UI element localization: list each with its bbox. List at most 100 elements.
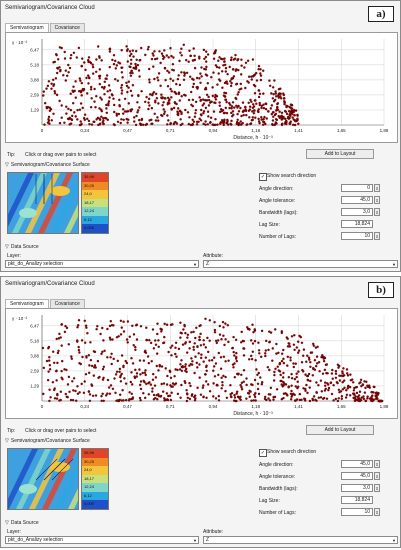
scatter-point (129, 380, 133, 384)
scatter-point (224, 375, 227, 379)
number-of-lags-input[interactable]: 10 (341, 232, 373, 240)
angle-tolerance-spinner[interactable]: ⇕ (374, 472, 380, 480)
y-tick-label: 1,29 (30, 107, 39, 112)
scatter-point (194, 108, 198, 112)
scatter-point (262, 117, 265, 121)
attribute-select[interactable]: Z ▼ (203, 260, 398, 268)
tab-semivariogram[interactable]: Semivariogram (5, 23, 49, 32)
y-axis-label: γ · 10⁻² (12, 316, 28, 321)
scatter-point (85, 117, 89, 121)
semivariogram-surface-map[interactable] (7, 172, 79, 234)
lag-size-input[interactable]: 18,824 (341, 220, 373, 228)
bandwidth-input[interactable]: 3,0 (341, 484, 373, 492)
scatter-point (201, 386, 205, 389)
scatter-point (89, 85, 93, 89)
scatter-chart[interactable]: 0 0,24 0,47 0,71 0,94 1,18 1,41 1,65 1,88 1,29 2,5… (6, 309, 399, 420)
scatter-point (267, 393, 271, 396)
scatter-point (141, 371, 144, 375)
scatter-point (366, 397, 369, 400)
scatter-point (192, 345, 195, 349)
angle-tolerance-input[interactable]: 45,0 (341, 196, 373, 204)
tab-covariance[interactable]: Covariance (49, 299, 85, 308)
scatter-point (264, 349, 267, 352)
add-to-layout-button[interactable]: Add to Layout (306, 149, 374, 159)
tab-covariance[interactable]: Covariance (49, 23, 85, 32)
tip-label: Tip: (7, 152, 16, 158)
data-source-section-header[interactable]: ▽ Data Source (5, 244, 39, 250)
scatter-point (148, 339, 151, 342)
scatter-point (87, 56, 91, 59)
scatter-chart[interactable]: 0 0,24 0,47 0,71 0,94 1,18 1,41 1,65 1,88 1,29 2,5… (6, 33, 399, 144)
scatter-point (64, 324, 67, 328)
scatter-point (223, 95, 227, 98)
surface-section-header[interactable]: ▽ Semivariogram/Covariance Surface (5, 438, 90, 444)
scatter-point (225, 100, 228, 104)
scatter-point (48, 364, 52, 367)
scatter-point (253, 92, 257, 95)
scatter-point (229, 395, 233, 398)
tab-semivariogram[interactable]: Semivariogram (5, 299, 49, 308)
scatter-point (245, 113, 248, 117)
semivariogram-cloud-plot[interactable]: 0 0,24 0,47 0,71 0,94 1,18 1,41 1,65 1,88 1,29 2,5… (5, 308, 398, 419)
scatter-point (255, 79, 259, 82)
angle-direction-spinner[interactable]: ⇕ (374, 460, 380, 468)
semivariogram-surface-map[interactable] (7, 448, 79, 510)
lag-size-input[interactable]: 18,824 (341, 496, 373, 504)
scatter-point (145, 338, 148, 342)
scatter-point (204, 123, 207, 126)
number-of-lags-spinner[interactable]: ⇕ (374, 232, 380, 240)
scatter-point (300, 341, 304, 345)
scatter-point (50, 119, 54, 122)
layer-select[interactable]: pkt_do_Analizy selection ▼ (5, 260, 199, 268)
scatter-point (160, 382, 163, 386)
scatter-point (233, 362, 236, 365)
scatter-point (154, 101, 157, 104)
panel-label: a) (368, 6, 394, 22)
layer-select[interactable]: pkt_do_Analizy selection ▼ (5, 536, 199, 544)
angle-direction-spinner[interactable]: ⇕ (374, 184, 380, 192)
scatter-point (105, 107, 108, 110)
scatter-point (55, 397, 59, 400)
surface-section-header[interactable]: ▽ Semivariogram/Covariance Surface (5, 162, 90, 168)
scatter-point (297, 340, 300, 343)
angle-direction-input[interactable]: 45,0 (341, 460, 373, 468)
bandwidth-spinner[interactable]: ⇕ (374, 208, 380, 216)
data-source-section-header[interactable]: ▽ Data Source (5, 520, 39, 526)
angle-tolerance-input[interactable]: 45,0 (341, 472, 373, 480)
scatter-point (56, 66, 59, 70)
scatter-point (302, 354, 305, 357)
number-of-lags-label: Number of Lags: (259, 234, 296, 240)
y-tick-label: 5,18 (30, 62, 39, 67)
scatter-point (183, 72, 187, 75)
show-search-direction-checkbox[interactable]: ✓ (259, 449, 267, 457)
scatter-point (341, 388, 345, 391)
angle-tolerance-spinner[interactable]: ⇕ (374, 196, 380, 204)
x-tick-label: 0,94 (209, 404, 218, 409)
attribute-select[interactable]: Z ▼ (203, 536, 398, 544)
scatter-point (80, 64, 83, 68)
semivariogram-cloud-plot[interactable]: 0 0,24 0,47 0,71 0,94 1,18 1,41 1,65 1,88 1,29 2,5… (5, 32, 398, 143)
scatter-point (244, 86, 247, 90)
scatter-point (161, 103, 164, 107)
scatter-point (242, 109, 245, 113)
angle-direction-input[interactable]: 0 (341, 184, 373, 192)
scatter-point (237, 372, 240, 375)
add-to-layout-button[interactable]: Add to Layout (306, 425, 374, 435)
scatter-point (80, 57, 84, 60)
number-of-lags-spinner[interactable]: ⇕ (374, 508, 380, 516)
scatter-point (169, 87, 172, 91)
bandwidth-label: Bandwidth (lags): (259, 486, 298, 492)
scatter-point (81, 106, 84, 110)
scatter-point (319, 396, 323, 399)
scatter-point (130, 357, 133, 360)
legend-swatch: 0,000 (82, 500, 108, 509)
bandwidth-input[interactable]: 3,0 (341, 208, 373, 216)
scatter-point (208, 319, 211, 322)
scatter-point (93, 100, 96, 103)
show-search-direction-checkbox[interactable]: ✓ (259, 173, 267, 181)
scatter-point (160, 93, 163, 96)
number-of-lags-input[interactable]: 10 (341, 508, 373, 516)
scatter-point (198, 117, 201, 120)
bandwidth-spinner[interactable]: ⇕ (374, 484, 380, 492)
scatter-point (89, 341, 92, 344)
